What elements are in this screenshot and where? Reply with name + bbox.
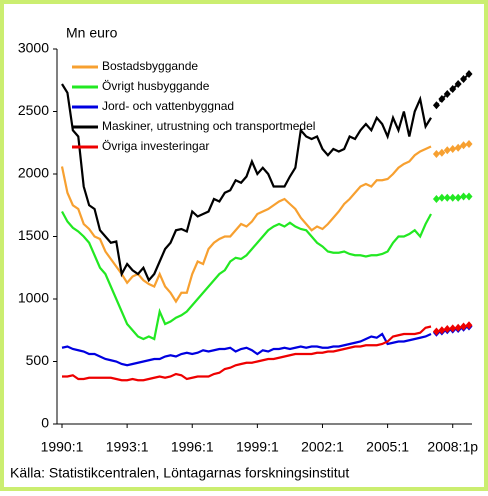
series-line: [60, 145, 432, 304]
forecast-marker: [460, 322, 468, 331]
forecast-marker: [432, 327, 440, 336]
y-tick-label: 3000: [18, 40, 49, 56]
forecast-marker: [465, 192, 473, 201]
x-tick-label: 1990:1: [41, 439, 84, 455]
forecast-marker: [449, 85, 457, 93]
legend-label: Bostadsbyggande: [102, 59, 198, 73]
forecast-marker: [443, 193, 451, 202]
forecast-marker: [438, 95, 446, 103]
forecast-marker: [438, 193, 446, 202]
forecast-marker: [432, 150, 440, 158]
x-tick-label: 1993:1: [106, 439, 149, 455]
series-line: [61, 83, 432, 283]
legend-label: Övrigt husbyggande: [102, 79, 210, 93]
source: Källa: Statistikcentralen, Löntagarnas f…: [10, 465, 349, 481]
x-tick-label: 1996:1: [171, 439, 214, 455]
forecast-marker: [454, 323, 462, 332]
y-tick-label: 500: [26, 352, 50, 368]
forecast-marker: [432, 195, 440, 203]
y-tick-label: 1500: [18, 227, 49, 243]
legend-label: Maskiner, utrustning och transportmedel: [102, 119, 315, 133]
x-tick-label: 1999:1: [236, 439, 279, 455]
y-axis-label: Mn euro: [66, 25, 118, 41]
legend-label: Övriga investeringar: [102, 139, 209, 153]
forecast-marker: [460, 141, 468, 150]
forecast-marker: [465, 321, 473, 330]
forecast-marker: [449, 324, 457, 333]
forecast-marker: [449, 193, 457, 202]
y-tick-label: 0: [41, 415, 49, 431]
legend-label: Jord- och vattenbyggnad: [102, 99, 234, 113]
y-tick-label: 1000: [18, 290, 49, 306]
forecast-marker: [443, 90, 451, 98]
forecast-marker: [465, 140, 473, 148]
forecast-marker: [443, 325, 451, 333]
x-tick-label: 2008:1p: [427, 439, 478, 455]
series-line: [62, 325, 432, 382]
forecast-marker: [460, 192, 468, 201]
forecast-marker: [449, 145, 457, 153]
forecast-marker: [465, 70, 473, 78]
forecast-marker: [454, 80, 462, 88]
forecast-marker: [438, 148, 446, 157]
forecast-marker: [454, 193, 462, 202]
forecast-marker: [443, 146, 451, 155]
series-line: [61, 210, 432, 341]
series-line: [61, 332, 432, 367]
forecast-marker: [438, 326, 446, 335]
x-tick-label: 2005:1: [366, 439, 409, 455]
forecast-marker: [454, 143, 462, 152]
x-tick-label: 2002:1: [301, 439, 344, 455]
forecast-marker: [460, 75, 468, 83]
forecast-marker: [432, 101, 440, 110]
y-tick-label: 2500: [18, 102, 49, 118]
y-tick-label: 2000: [18, 165, 49, 181]
